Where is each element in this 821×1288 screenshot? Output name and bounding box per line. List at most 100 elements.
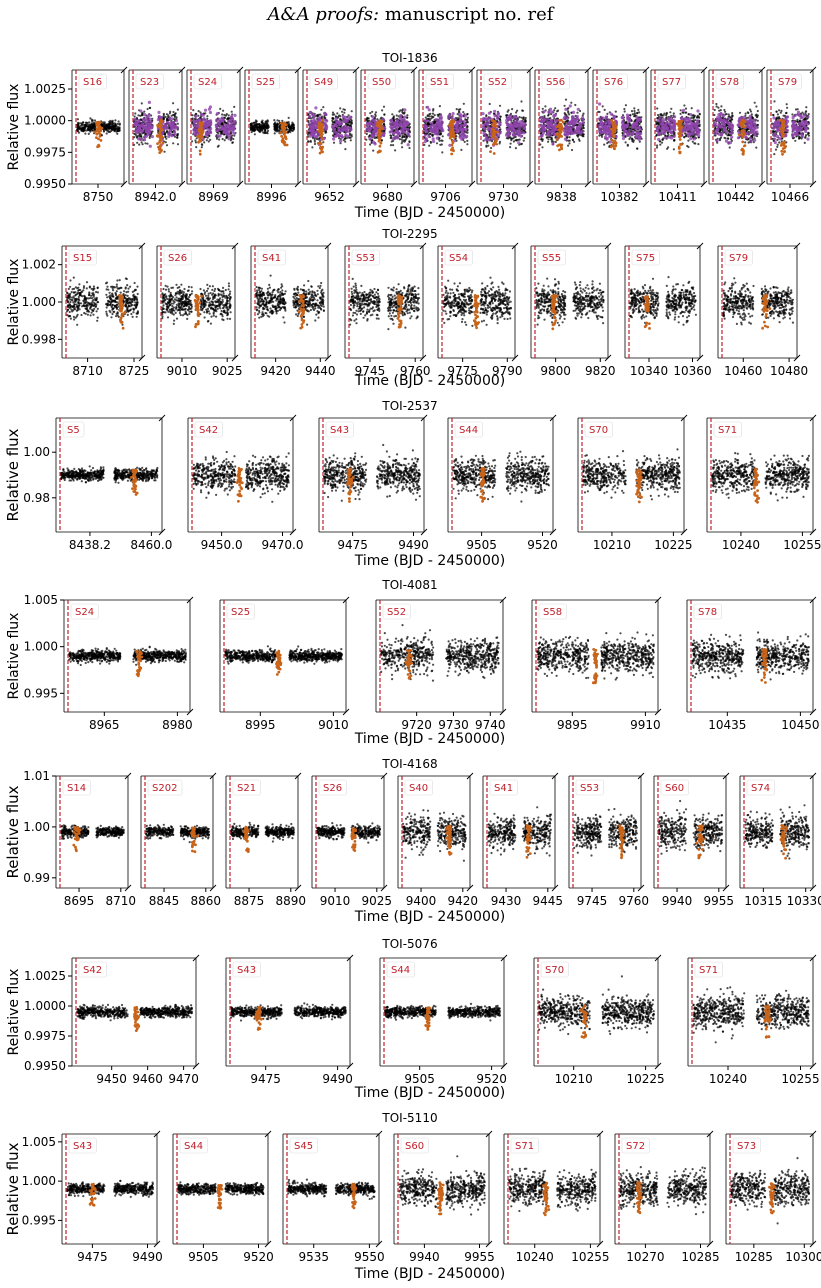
flux-point: [267, 125, 269, 127]
flux-point: [252, 126, 254, 128]
flux-point: [308, 141, 310, 143]
flux-point: [466, 132, 468, 134]
flux-point: [509, 146, 511, 148]
flux-point: [371, 111, 373, 113]
flux-points: [423, 103, 469, 156]
flux-point: [252, 130, 254, 132]
transit-point: [381, 121, 384, 124]
flux-point: [574, 104, 576, 106]
flux-point: [546, 136, 548, 138]
flux-point: [499, 141, 501, 143]
binned-point: [227, 120, 230, 123]
binned-point: [488, 126, 491, 129]
transit-point: [285, 123, 288, 126]
binned-point: [215, 119, 218, 122]
flux-point: [109, 120, 111, 122]
binned-point: [169, 129, 172, 132]
flux-point: [391, 113, 393, 115]
flux-point: [549, 117, 551, 119]
flux-point: [217, 146, 219, 148]
x-axis-label: Time (BJD - 2450000): [354, 205, 505, 221]
transit-point: [96, 121, 99, 124]
binned-point: [372, 130, 375, 133]
binned-point: [425, 125, 428, 128]
flux-point: [172, 111, 174, 113]
flux-point: [107, 127, 109, 129]
binned-point: [221, 116, 224, 119]
flux-point: [166, 144, 168, 146]
binned-point: [507, 134, 510, 137]
binned-point: [436, 137, 439, 140]
transit-point: [99, 135, 102, 138]
transit-point: [378, 150, 381, 153]
flux-point: [267, 132, 269, 134]
flux-point: [489, 103, 491, 105]
flux-point: [263, 127, 265, 129]
flux-point: [436, 142, 438, 144]
flux-point: [310, 140, 312, 142]
flux-point: [344, 137, 346, 139]
transit-point: [158, 148, 161, 151]
flux-point: [143, 111, 145, 113]
binned-point: [488, 112, 491, 115]
flux-point: [311, 146, 313, 148]
binned-point: [407, 143, 410, 146]
flux-point: [485, 145, 487, 147]
flux-point: [177, 109, 179, 111]
flux-point: [572, 139, 574, 141]
flux-point: [276, 123, 278, 125]
flux-point: [261, 121, 263, 123]
binned-point: [336, 121, 339, 124]
binned-point: [348, 126, 351, 129]
flux-point: [88, 133, 90, 135]
binned-point: [139, 109, 142, 112]
transit-point: [379, 129, 382, 132]
flux-point: [166, 113, 168, 115]
flux-point: [570, 102, 572, 104]
flux-point: [194, 139, 196, 141]
flux-point: [440, 132, 442, 134]
binned-point: [175, 119, 178, 122]
binned-point: [493, 114, 496, 117]
binned-point: [143, 113, 146, 116]
flux-point: [250, 125, 252, 127]
flux-point: [331, 120, 333, 122]
x-tick-label: 9706: [430, 190, 461, 204]
binned-point: [146, 115, 149, 118]
flux-point: [322, 106, 324, 108]
flux-point: [78, 132, 80, 134]
flux-point: [464, 141, 466, 143]
binned-point: [488, 117, 491, 120]
flux-point: [201, 146, 203, 148]
flux-point: [174, 136, 176, 138]
binned-point: [451, 116, 454, 119]
transit-point: [199, 139, 202, 142]
binned-point: [509, 122, 512, 125]
binned-point: [148, 101, 151, 104]
transit-point: [492, 129, 495, 132]
flux-point: [432, 110, 434, 112]
binned-point: [343, 125, 346, 128]
binned-point: [389, 125, 392, 128]
binned-point: [434, 127, 437, 130]
binned-point: [368, 121, 371, 124]
flux-point: [398, 110, 400, 112]
binned-point: [439, 114, 442, 117]
binned-point: [204, 109, 207, 112]
binned-point: [389, 130, 392, 133]
flux-point: [110, 127, 112, 129]
flux-point: [510, 138, 512, 140]
binned-point: [338, 135, 341, 138]
binned-point: [392, 126, 395, 129]
flux-point: [91, 125, 93, 127]
binned-point: [223, 128, 226, 131]
flux-point: [176, 137, 178, 139]
transit-point: [319, 123, 322, 126]
binned-point: [173, 132, 176, 135]
flux-point: [275, 128, 277, 130]
binned-point: [497, 121, 500, 124]
binned-point: [171, 117, 174, 120]
flux-point: [337, 116, 339, 118]
binned-point: [464, 115, 467, 118]
flux-point: [319, 114, 321, 116]
